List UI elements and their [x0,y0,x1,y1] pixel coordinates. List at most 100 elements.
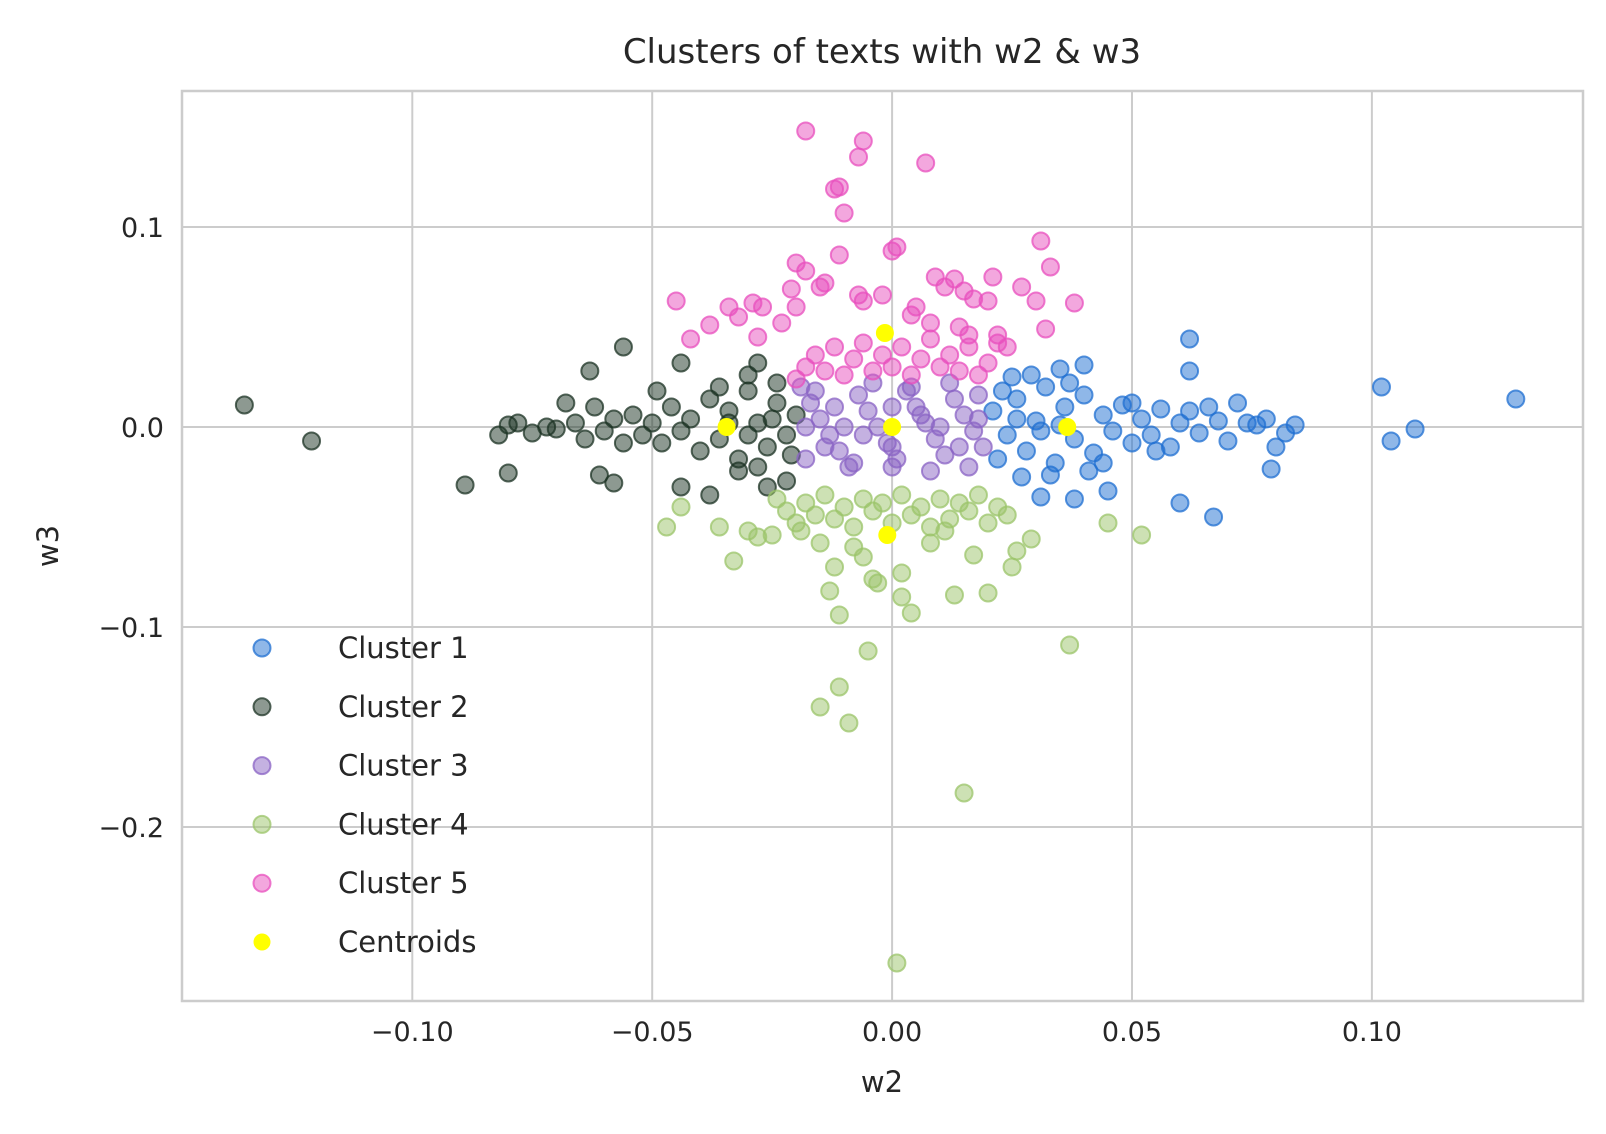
cluster-5-point [853,333,873,353]
cluster-4-point [968,485,988,505]
cluster-4-point [959,501,979,521]
legend-label: Cluster 1 [338,631,469,665]
cluster-3-point [959,457,979,477]
cluster-5-point [700,315,720,335]
legend-label: Cluster 2 [338,690,469,724]
cluster-2-point [738,425,758,445]
cluster-5-point [959,325,979,345]
cluster-5-point [815,361,835,381]
cluster-4-point [892,587,912,607]
cluster-4-point [839,713,859,733]
cluster-2-point [633,425,653,445]
cluster-1-point [1074,355,1094,375]
cluster-3-point [968,409,988,429]
cluster-4-point [724,551,744,571]
cluster-5-point [1064,293,1084,313]
cluster-3-point [944,389,964,409]
cluster-1-point [1256,409,1276,429]
cluster-4-point [844,537,864,557]
x-tick-label: 0.00 [862,1017,922,1048]
x-tick-label: 0.05 [1102,1017,1162,1048]
cluster-1-point [1208,411,1228,431]
cluster-5-point [825,337,845,357]
cluster-2-point [661,397,681,417]
cluster-2-point [522,423,542,443]
cluster-5-point [829,245,849,265]
cluster-4-point [810,697,830,717]
centroid-point [717,418,736,436]
cluster-4-point [892,485,912,505]
cluster-2-point [709,377,729,397]
cluster-2-point [777,425,797,445]
cluster-2-point [700,485,720,505]
cluster-2-point [738,381,758,401]
cluster-5-point [786,297,806,317]
cluster-2-point [589,465,609,485]
cluster-3-point [920,461,940,481]
cluster-1-point [1141,425,1161,445]
cluster-3-point [805,381,825,401]
cluster-5-point [796,121,816,141]
cluster-4-point [978,513,998,533]
cluster-5-point [920,313,940,333]
centroid-point [1058,418,1077,436]
cluster-3-point [853,425,873,445]
cluster-1-point [992,381,1012,401]
cluster-4-point [834,497,854,517]
cluster-4-point [911,497,931,517]
cluster-5-point [1026,291,1046,311]
y-tick-label: 0.1 [121,213,164,244]
x-tick-label: −0.05 [611,1017,694,1048]
cluster-5-point [863,361,883,381]
cluster-2-point [575,429,595,449]
cluster-4-point [920,533,940,553]
cluster-5-point [753,297,773,317]
cluster-4-point [1098,513,1118,533]
cluster-3-point [882,437,902,457]
cluster-2-point [234,395,254,415]
cluster-4-point [901,603,921,623]
cluster-5-point [719,297,739,317]
cluster-3-point [844,453,864,473]
cluster-2-point [767,393,787,413]
cluster-4-point [887,953,907,973]
cluster-1-point [1021,365,1041,385]
legend-marker [253,933,271,951]
cluster-4-point [892,563,912,583]
cluster-5-point [882,357,902,377]
cluster-4-point [829,677,849,697]
cluster-5-point [978,291,998,311]
centroid-point [875,324,894,342]
cluster-1-point [1180,361,1200,381]
cluster-5-point [844,349,864,369]
y-tick-label: −0.1 [98,613,164,644]
cluster-1-point [1151,399,1171,419]
cluster-4-point [825,557,845,577]
cluster-3-point [949,437,969,457]
cluster-3-point [911,405,931,425]
cluster-4-point [820,581,840,601]
cluster-5-point [949,361,969,381]
cluster-5-point [834,203,854,223]
cluster-1-point [1381,431,1401,451]
cluster-5-point [911,349,931,369]
cluster-5-point [1012,277,1032,297]
cluster-4-point [935,521,955,541]
cluster-4-point [815,485,835,505]
cluster-5-point [997,337,1017,357]
cluster-2-point [498,463,518,483]
cluster-4-point [868,573,888,593]
plot-frame [180,89,1585,1003]
cluster-1-point [1170,493,1190,513]
x-tick-label: 0.10 [1342,1017,1402,1048]
cluster-4-point [1132,525,1152,545]
cluster-5-point [834,365,854,385]
cluster-1-point [1007,409,1027,429]
cluster-5-point [772,313,792,333]
cluster-1-point [1189,423,1209,443]
cluster-3-point [882,397,902,417]
centroid-point [883,418,902,436]
cluster-3-point [810,409,830,429]
cluster-2-point [613,433,633,453]
legend-marker [252,697,272,717]
